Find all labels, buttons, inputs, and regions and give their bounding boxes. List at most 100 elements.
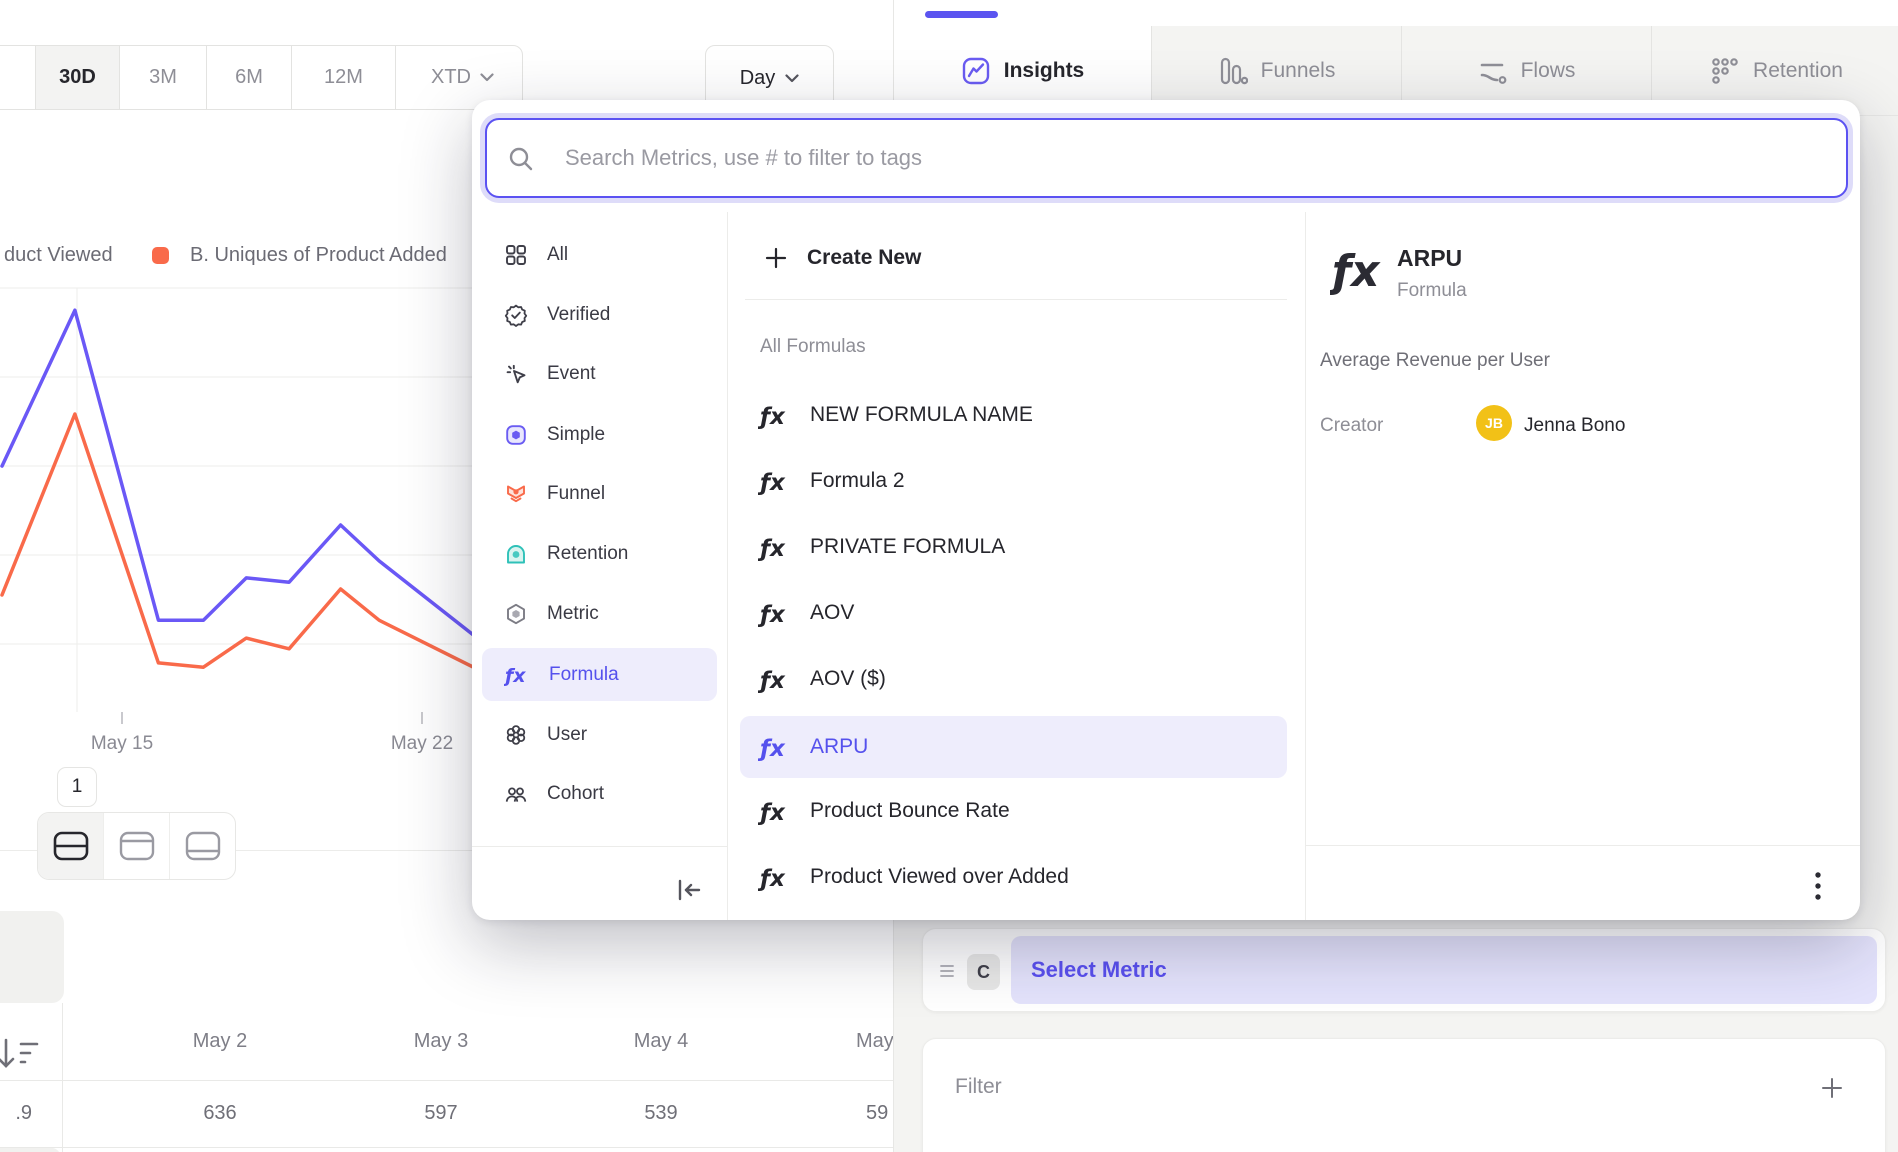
tab-retention[interactable]: Retention — [1651, 26, 1898, 115]
formula-name: AOV — [810, 601, 855, 624]
drag-handle-icon[interactable] — [939, 963, 957, 979]
table-header-cell[interactable]: May 3 — [413, 1030, 469, 1052]
detail-title: ARPU — [1397, 245, 1463, 271]
time-range-label: XTD — [431, 66, 471, 88]
time-range-30d[interactable]: 30D — [35, 46, 119, 109]
table-cell: 636 — [203, 1102, 237, 1124]
metric-hexagon-icon — [507, 603, 525, 625]
series-b-line — [0, 412, 501, 682]
funnel-metric-icon — [507, 485, 525, 503]
formula-item[interactable]: ƒx AOV — [740, 584, 1287, 642]
creator-avatar: JB — [1476, 405, 1512, 441]
layout-split-button[interactable] — [38, 813, 103, 879]
create-new-label: Create New — [807, 246, 922, 269]
list-divider — [745, 299, 1287, 300]
sort-icon[interactable] — [0, 1034, 40, 1074]
svg-text:ƒx: ƒx — [758, 602, 786, 628]
pagination-page-button[interactable]: 1 — [57, 767, 97, 807]
add-filter-icon[interactable] — [1819, 1075, 1845, 1101]
funnels-icon — [1220, 57, 1248, 84]
formula-item[interactable]: ƒx Product Bounce Rate — [740, 782, 1287, 840]
time-range-label: 6M — [235, 66, 263, 88]
layout-table-only-button[interactable] — [169, 813, 235, 879]
table-cell: 59 — [866, 1102, 889, 1124]
verified-badge-icon — [504, 304, 528, 327]
legend-item-a[interactable]: duct Viewed — [4, 244, 113, 266]
detail-menu-button[interactable] — [1802, 868, 1834, 904]
svg-text:ƒx: ƒx — [758, 536, 786, 562]
category-all[interactable]: All — [482, 229, 717, 281]
category-label: User — [547, 724, 588, 745]
user-flower-icon — [506, 725, 526, 745]
category-simple[interactable]: Simple — [482, 409, 717, 461]
metric-clause-card: C Select Metric — [922, 928, 1886, 1012]
table-cell: 539 — [644, 1102, 678, 1124]
table-corner-header-cell[interactable] — [0, 911, 64, 1003]
formula-name: NEW FORMULA NAME — [810, 403, 1033, 426]
table-header-cell[interactable]: May 2 — [192, 1030, 248, 1052]
kebab-menu-icon — [1815, 872, 1821, 900]
time-range-offscreen[interactable] — [0, 46, 35, 109]
formula-item[interactable]: ƒx NEW FORMULA NAME — [740, 386, 1287, 444]
formula-name: AOV ($) — [810, 667, 886, 690]
chevron-down-icon — [785, 74, 799, 83]
create-new-button[interactable]: Create New — [737, 230, 1297, 286]
event-cursor-icon — [506, 364, 526, 384]
fx-icon: ƒx — [758, 668, 786, 694]
category-cohort[interactable]: Cohort — [482, 768, 717, 820]
collapse-sidebar-button[interactable] — [670, 872, 708, 908]
simple-metric-icon — [506, 425, 526, 445]
formula-name: Product Bounce Rate — [810, 799, 1010, 822]
table-header-cell[interactable]: May — [856, 1030, 893, 1052]
x-axis-label: May 22 — [390, 733, 454, 754]
time-range-6m[interactable]: 6M — [206, 46, 291, 109]
table-header-cell[interactable]: May 4 — [633, 1030, 689, 1052]
fx-large-icon: ƒx — [1330, 246, 1381, 297]
insights-icon — [962, 57, 989, 84]
svg-text:ƒx: ƒx — [758, 800, 786, 826]
svg-text:ƒx: ƒx — [758, 404, 786, 430]
granularity-label: Day — [739, 67, 776, 89]
layout-chart-only-button[interactable] — [103, 813, 169, 879]
fx-icon: ƒx — [758, 404, 786, 430]
category-label: Formula — [549, 663, 619, 685]
svg-text:ƒx: ƒx — [758, 866, 786, 892]
formula-item-selected[interactable]: ƒx ARPU — [740, 716, 1287, 778]
svg-text:ƒx: ƒx — [758, 470, 786, 496]
time-range-xtd[interactable]: XTD — [395, 46, 522, 109]
clause-letter-badge[interactable]: C — [967, 954, 1000, 990]
time-range-12m[interactable]: 12M — [291, 46, 395, 109]
legend-item-b[interactable]: B. Uniques of Product Added — [190, 244, 447, 266]
category-funnel[interactable]: Funnel — [482, 468, 717, 520]
section-divider — [0, 850, 893, 851]
search-input[interactable] — [485, 118, 1848, 198]
formula-item[interactable]: ƒx Formula 2 — [740, 452, 1287, 510]
formula-name: Formula 2 — [810, 469, 905, 492]
fx-icon: ƒx — [758, 800, 786, 826]
formula-item[interactable]: ƒx Product Viewed over Added — [740, 848, 1287, 906]
formula-item[interactable]: ƒx AOV ($) — [740, 650, 1287, 708]
tab-label: Retention — [1753, 58, 1843, 82]
search-field-wrap — [485, 118, 1848, 198]
all-grid-icon — [506, 245, 526, 265]
category-verified[interactable]: Verified — [482, 289, 717, 341]
creator-label: Creator — [1320, 415, 1384, 436]
table-next-row-label-cell — [0, 1148, 60, 1152]
tab-flows[interactable]: Flows — [1401, 26, 1651, 115]
time-range-3m[interactable]: 3M — [119, 46, 206, 109]
bottom-panel-icon — [185, 831, 220, 861]
cohort-people-icon — [505, 787, 527, 802]
top-nav-strip — [894, 0, 1898, 26]
table-cell: 597 — [424, 1102, 458, 1124]
category-event[interactable]: Event — [482, 348, 717, 400]
select-metric-button[interactable]: Select Metric — [1011, 936, 1877, 1004]
creator-name: Jenna Bono — [1524, 415, 1626, 436]
category-metric[interactable]: Metric — [482, 588, 717, 640]
category-retention[interactable]: Retention — [482, 528, 717, 580]
fx-icon: ƒx — [758, 602, 786, 628]
formula-item[interactable]: ƒx PRIVATE FORMULA — [740, 518, 1287, 576]
tab-funnels[interactable]: Funnels — [1151, 26, 1401, 115]
category-user[interactable]: User — [482, 709, 717, 761]
category-formula[interactable]: ƒx Formula — [482, 648, 717, 701]
